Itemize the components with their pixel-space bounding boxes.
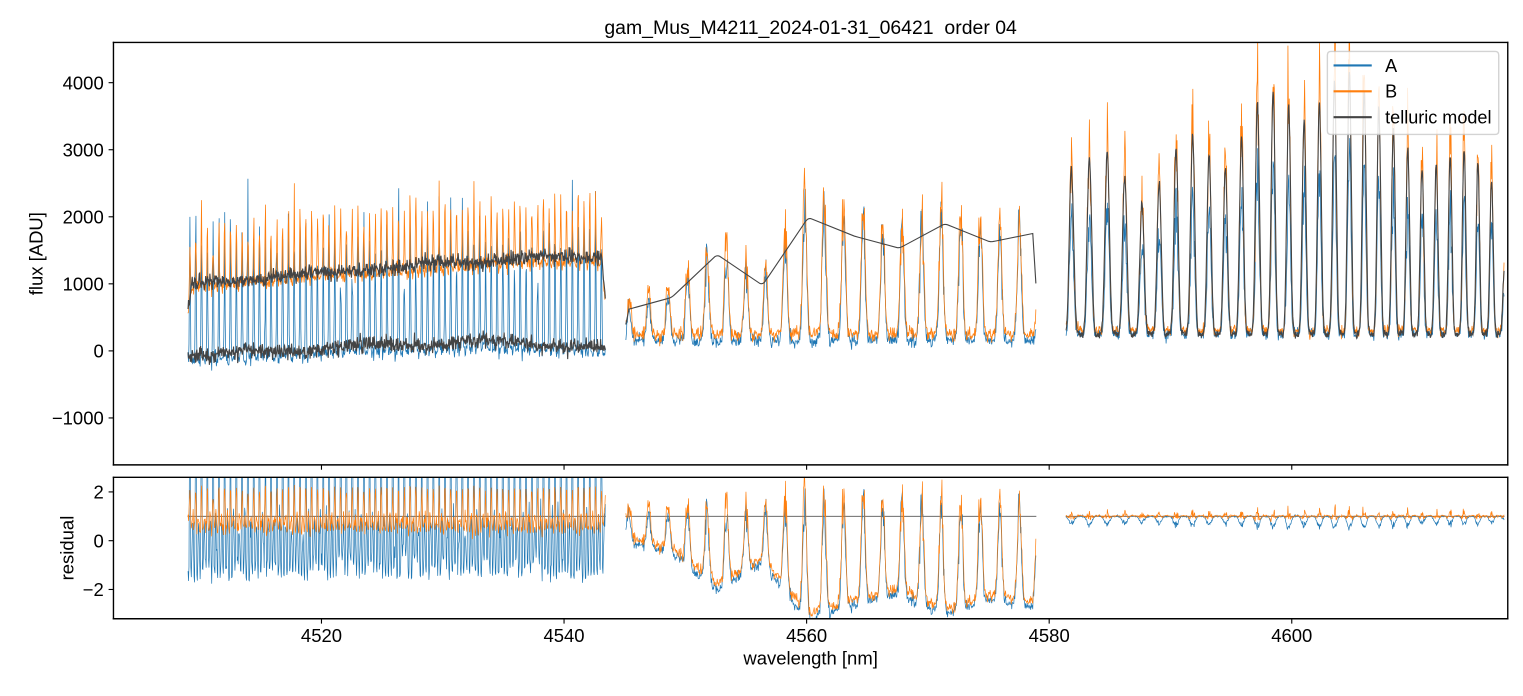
svg-text:4540: 4540: [543, 625, 584, 646]
svg-text:flux [ADU]: flux [ADU]: [25, 212, 46, 295]
svg-text:3000: 3000: [63, 139, 104, 160]
svg-text:residual: residual: [56, 516, 77, 581]
svg-text:4000: 4000: [63, 72, 104, 93]
svg-text:0: 0: [93, 530, 103, 551]
svg-text:2: 2: [93, 482, 103, 503]
svg-text:wavelength [nm]: wavelength [nm]: [742, 648, 878, 669]
svg-text:4560: 4560: [786, 625, 827, 646]
svg-text:1000: 1000: [63, 274, 104, 295]
svg-text:−2: −2: [83, 579, 104, 600]
svg-text:4520: 4520: [301, 625, 342, 646]
svg-text:2000: 2000: [63, 206, 104, 227]
svg-text:telluric model: telluric model: [1385, 108, 1491, 128]
svg-text:B: B: [1385, 82, 1397, 102]
svg-text:−1000: −1000: [52, 408, 104, 429]
svg-text:4580: 4580: [1029, 625, 1070, 646]
svg-text:0: 0: [93, 341, 103, 362]
svg-text:A: A: [1385, 56, 1397, 76]
svg-text:4600: 4600: [1271, 625, 1312, 646]
svg-text:gam_Mus_M4211_2024-01-31_06421: gam_Mus_M4211_2024-01-31_06421 order 04: [604, 17, 1017, 39]
